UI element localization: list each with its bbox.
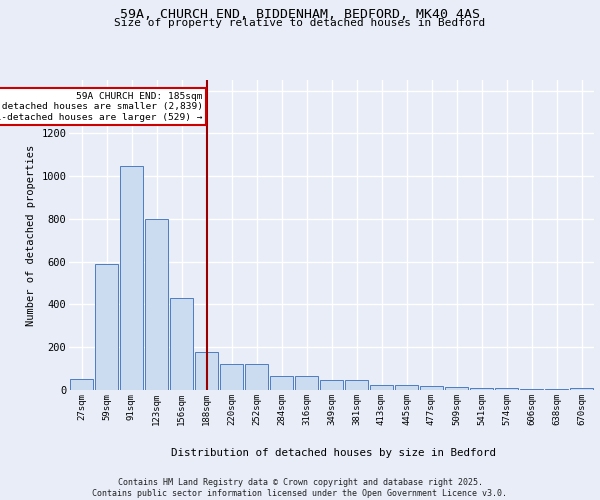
Bar: [420, 386, 443, 390]
Bar: [395, 384, 418, 390]
Bar: [95, 264, 118, 390]
Bar: [295, 376, 318, 390]
Text: Contains HM Land Registry data © Crown copyright and database right 2025.
Contai: Contains HM Land Registry data © Crown c…: [92, 478, 508, 498]
Bar: [170, 298, 193, 390]
Bar: [370, 384, 393, 390]
Bar: [345, 380, 368, 390]
Bar: [445, 387, 468, 390]
Bar: [220, 364, 243, 390]
Bar: [70, 380, 93, 390]
Text: Size of property relative to detached houses in Bedford: Size of property relative to detached ho…: [115, 18, 485, 28]
Bar: [470, 388, 493, 390]
Bar: [270, 376, 293, 390]
Bar: [545, 389, 568, 390]
Bar: [520, 389, 543, 390]
Bar: [145, 219, 168, 390]
Bar: [570, 388, 593, 390]
Bar: [320, 380, 343, 390]
Bar: [120, 166, 143, 390]
Text: 59A, CHURCH END, BIDDENHAM, BEDFORD, MK40 4AS: 59A, CHURCH END, BIDDENHAM, BEDFORD, MK4…: [120, 8, 480, 20]
Y-axis label: Number of detached properties: Number of detached properties: [26, 144, 35, 326]
Text: Distribution of detached houses by size in Bedford: Distribution of detached houses by size …: [170, 448, 496, 458]
Bar: [195, 352, 218, 390]
Text: 59A CHURCH END: 185sqm
← 84% of detached houses are smaller (2,839)
16% of semi-: 59A CHURCH END: 185sqm ← 84% of detached…: [0, 92, 203, 122]
Bar: [245, 364, 268, 390]
Bar: [495, 388, 518, 390]
